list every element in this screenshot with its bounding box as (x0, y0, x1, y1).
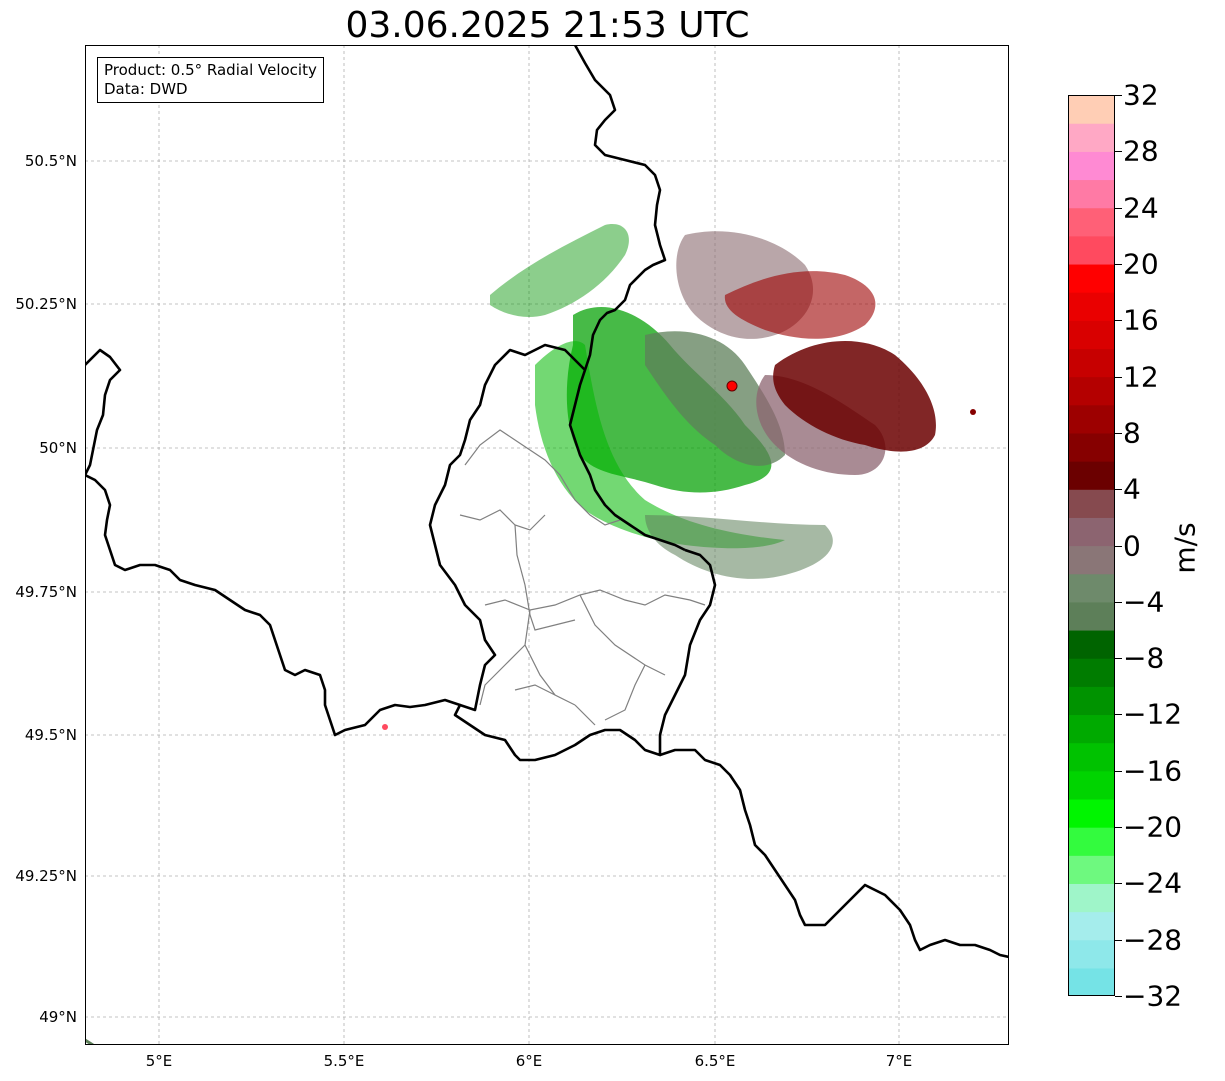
colorbar-segment (1068, 545, 1115, 575)
colorbar-tick-label: −32 (1123, 979, 1183, 1013)
colorbar-segment (1068, 573, 1115, 603)
colorbar-tick-mark (1115, 827, 1122, 829)
colorbar-tick-label: 16 (1123, 303, 1159, 337)
lon-label: 5°E (145, 1052, 173, 1070)
colorbar-segment (1068, 320, 1115, 350)
colorbar-segment (1068, 798, 1115, 828)
echo-dim-green-south (645, 515, 833, 579)
colorbar-segment (1068, 939, 1115, 969)
colorbar-segment (1068, 489, 1115, 518)
colorbar-segment (1068, 517, 1115, 547)
colorbar-segment (1068, 348, 1115, 378)
colorbar-tick-label: −8 (1123, 641, 1165, 675)
lon-label: 5.5°E (323, 1052, 365, 1070)
colorbar-tick-mark (1115, 770, 1122, 772)
colorbar-tick-label: −4 (1123, 585, 1165, 619)
colorbar-segment (1068, 432, 1115, 462)
colorbar-segment (1068, 376, 1115, 406)
colorbar-tick-mark (1115, 883, 1122, 885)
lon-label: 7°E (885, 1052, 913, 1070)
colorbar-segment (1068, 151, 1115, 181)
colorbar-segment (1068, 883, 1115, 913)
colorbar-tick-mark (1115, 489, 1122, 491)
echo-outbound-north (724, 271, 876, 339)
colorbar-segment (1068, 827, 1115, 856)
radar-site-marker[interactable] (726, 380, 738, 392)
colorbar-tick-label: −16 (1123, 754, 1183, 788)
data-source-label: Data: DWD (104, 80, 188, 98)
colorbar-tick-mark (1115, 545, 1122, 547)
colorbar-tick-mark (1115, 320, 1122, 322)
colorbar-tick-mark (1115, 714, 1122, 716)
colorbar-tick-label: −28 (1123, 923, 1183, 957)
colorbar-tick-label: 0 (1123, 529, 1141, 562)
colorbar-segment (1068, 911, 1115, 941)
echo-outbound-core (773, 341, 936, 452)
lon-label: 6°E (515, 1052, 543, 1070)
colorbar-tick-label: 28 (1123, 134, 1159, 168)
colorbar-segment (1068, 292, 1115, 321)
lat-label: 49.25°N (15, 867, 77, 885)
colorbar-segment (1068, 123, 1115, 152)
echo-dim-green (645, 331, 785, 466)
colorbar-tick-label: −20 (1123, 810, 1183, 844)
map-title: 03.06.2025 21:53 UTC (345, 5, 750, 46)
graticule (85, 45, 1009, 1045)
colorbar-segment (1068, 770, 1115, 800)
colorbar-segment (1068, 207, 1115, 237)
product-label: Product: 0.5° Radial Velocity (104, 61, 317, 79)
colorbar-tick-label: −12 (1123, 697, 1183, 731)
lat-label: 50.25°N (15, 295, 77, 313)
colorbar-tick-mark (1115, 263, 1122, 265)
national-borders (85, 45, 1009, 959)
product-info-box: Product: 0.5° Radial Velocity Data: DWD (97, 57, 324, 103)
lat-label: 50.5°N (24, 152, 77, 170)
colorbar-segment (1068, 601, 1115, 631)
radar-map[interactable] (85, 45, 1009, 1045)
colorbar-tick-label: 12 (1123, 360, 1159, 394)
colorbar-segment (1068, 686, 1115, 716)
colorbar-segment (1068, 658, 1115, 687)
admin-boundaries (459, 429, 706, 726)
colorbar-segment (1068, 714, 1115, 744)
lat-label: 49.5°N (24, 726, 77, 744)
lat-label: 49°N (39, 1008, 77, 1026)
colorbar-unit-label: m/s (1168, 522, 1202, 574)
lon-label: 6.5°E (694, 1052, 736, 1070)
velocity-colorbar (1068, 95, 1115, 996)
colorbar-tick-mark (1115, 432, 1122, 434)
colorbar-tick-mark (1115, 658, 1122, 660)
colorbar-tick-label: 32 (1123, 78, 1159, 112)
colorbar-tick-mark (1115, 996, 1122, 997)
colorbar-tick-mark (1115, 207, 1122, 209)
lat-label: 49.75°N (15, 583, 77, 601)
colorbar-tick-label: 24 (1123, 191, 1159, 225)
colorbar-segment (1068, 742, 1115, 772)
colorbar-segment (1068, 179, 1115, 209)
radar-echoes (382, 224, 976, 730)
colorbar-segment (1068, 95, 1115, 124)
colorbar-tick-label: 20 (1123, 247, 1159, 281)
colorbar-tick-label: 8 (1123, 416, 1141, 450)
colorbar-segment (1068, 263, 1115, 293)
colorbar-segment (1068, 235, 1115, 265)
colorbar-segment (1068, 967, 1115, 996)
colorbar-segment (1068, 461, 1115, 490)
colorbar-tick-mark (1115, 151, 1122, 153)
colorbar-tick-label: 4 (1123, 472, 1141, 506)
colorbar-segment (1068, 855, 1115, 884)
echo-inbound-outer (535, 341, 785, 549)
echo-inbound-north (490, 224, 629, 317)
lat-label: 50°N (39, 439, 77, 457)
colorbar-segment (1068, 404, 1115, 434)
colorbar-tick-label: −24 (1123, 866, 1183, 900)
colorbar-tick-mark (1115, 376, 1122, 378)
colorbar-segment (1068, 629, 1115, 659)
colorbar-tick-mark (1115, 601, 1122, 603)
colorbar-tick-mark (1115, 95, 1122, 96)
colorbar-tick-mark (1115, 939, 1122, 941)
